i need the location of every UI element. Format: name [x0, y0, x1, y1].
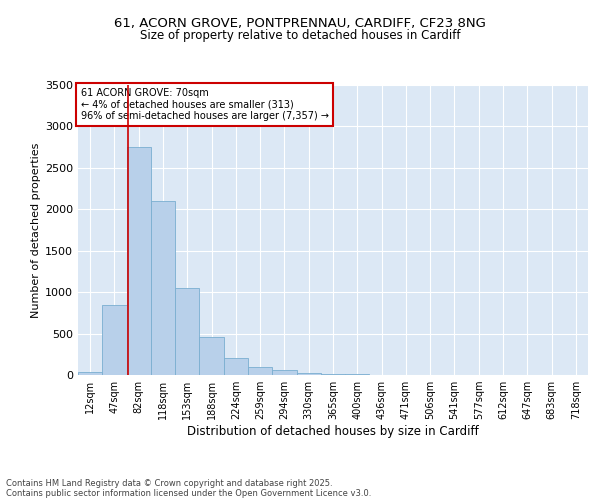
- Text: Contains HM Land Registry data © Crown copyright and database right 2025.: Contains HM Land Registry data © Crown c…: [6, 478, 332, 488]
- Y-axis label: Number of detached properties: Number of detached properties: [31, 142, 41, 318]
- Text: 61 ACORN GROVE: 70sqm
← 4% of detached houses are smaller (313)
96% of semi-deta: 61 ACORN GROVE: 70sqm ← 4% of detached h…: [80, 88, 329, 121]
- X-axis label: Distribution of detached houses by size in Cardiff: Distribution of detached houses by size …: [187, 425, 479, 438]
- Bar: [296, 372, 321, 375]
- Bar: [151, 201, 175, 375]
- Bar: [248, 366, 272, 375]
- Bar: [78, 372, 102, 375]
- Bar: [345, 374, 370, 375]
- Bar: [272, 370, 296, 375]
- Text: 61, ACORN GROVE, PONTPRENNAU, CARDIFF, CF23 8NG: 61, ACORN GROVE, PONTPRENNAU, CARDIFF, C…: [114, 18, 486, 30]
- Bar: [175, 288, 199, 375]
- Bar: [321, 374, 345, 375]
- Text: Size of property relative to detached houses in Cardiff: Size of property relative to detached ho…: [140, 29, 460, 42]
- Bar: [102, 304, 127, 375]
- Text: Contains public sector information licensed under the Open Government Licence v3: Contains public sector information licen…: [6, 488, 371, 498]
- Bar: [199, 337, 224, 375]
- Bar: [127, 147, 151, 375]
- Bar: [224, 358, 248, 375]
